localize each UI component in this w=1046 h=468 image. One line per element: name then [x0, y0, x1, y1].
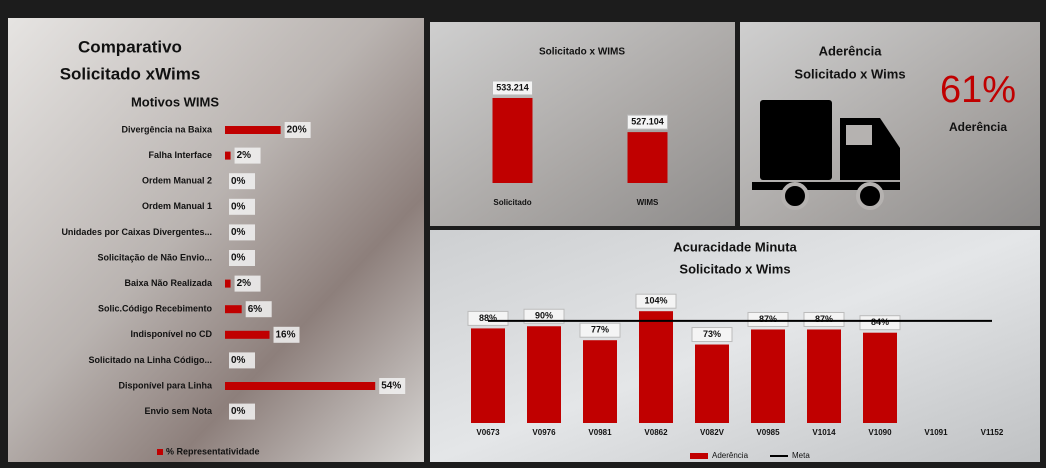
data-label: 104% [644, 296, 667, 306]
y-tick-label: Disponível para Linha [118, 380, 213, 390]
y-tick-label: Falha Interface [148, 150, 212, 160]
bar [639, 311, 673, 423]
bar [695, 345, 729, 423]
bar [863, 333, 897, 423]
bar [225, 280, 231, 288]
legend-label: Meta [792, 451, 810, 460]
chart-title: Acuracidade Minuta [673, 239, 797, 254]
data-label: 73% [703, 329, 721, 339]
data-label: 0% [231, 355, 246, 366]
bar [225, 382, 375, 390]
bar [527, 326, 561, 423]
dashboard: Aderência Solicitado x Wims 61% Aderênci… [0, 0, 1046, 468]
legend-label: % Representatividade [166, 446, 260, 456]
x-tick-label: V1090 [868, 428, 892, 437]
y-tick-label: Divergência na Baixa [121, 124, 213, 134]
bar [225, 152, 231, 160]
bar [751, 329, 785, 423]
data-label: 54% [381, 381, 401, 392]
x-tick-label: V1152 [981, 428, 1004, 437]
y-tick-label: Ordem Manual 1 [142, 201, 212, 211]
x-tick-label: V0981 [588, 428, 612, 437]
kpi-title: Solicitado x Wims [794, 66, 905, 81]
x-tick-label: Solicitado [493, 198, 531, 207]
bar [471, 328, 505, 423]
y-tick-label: Ordem Manual 2 [142, 176, 212, 186]
y-tick-label: Envio sem Nota [144, 406, 213, 416]
y-tick-label: Baixa Não Realizada [124, 278, 213, 288]
chart-title: Solicitado x Wims [679, 261, 790, 276]
chart-title: Solicitado xWims [60, 64, 201, 83]
kpi-value: 61% [940, 69, 1016, 111]
y-tick-label: Indisponível no CD [130, 329, 212, 339]
legend-swatch [690, 453, 708, 459]
kpi-label: Aderência [949, 120, 1007, 134]
data-label: 2% [237, 278, 252, 289]
data-label: 0% [231, 201, 246, 212]
data-label: 0% [231, 253, 246, 264]
x-tick-label: V1091 [924, 428, 948, 437]
data-label: 87% [759, 314, 777, 324]
chart-title: Solicitado x WIMS [539, 47, 625, 58]
data-label: 0% [231, 406, 246, 417]
data-label: 533.214 [496, 82, 529, 92]
x-tick-label: V0985 [756, 428, 780, 437]
kpi-title: Aderência [819, 43, 883, 58]
data-label: 527.104 [631, 116, 664, 126]
chart-title: Comparativo [78, 37, 182, 56]
x-tick-label: V0862 [644, 428, 668, 437]
data-label: 87% [815, 314, 833, 324]
y-tick-label: Unidades por Caixas Divergentes... [61, 227, 212, 237]
legend-label: Aderência [712, 451, 749, 460]
data-label: 0% [231, 227, 246, 238]
panel-left [8, 18, 424, 462]
data-label: 16% [276, 329, 296, 340]
x-tick-label: V0976 [532, 428, 556, 437]
bar [225, 126, 281, 134]
data-label: 0% [231, 176, 246, 187]
bar [628, 132, 668, 183]
y-tick-label: Solicitado na Linha Código... [89, 355, 213, 365]
x-tick-label: V1014 [812, 428, 836, 437]
bar [583, 340, 617, 423]
bar [493, 98, 533, 183]
data-label: 20% [287, 125, 307, 136]
chart-subtitle: Motivos WIMS [131, 94, 219, 109]
y-tick-label: Solic.Código Recebimento [98, 304, 213, 314]
y-tick-label: Solicitação de Não Envio... [97, 252, 212, 262]
x-tick-label: V0673 [476, 428, 500, 437]
page: Aderência Solicitado x Wims 61% Aderênci… [0, 0, 1046, 468]
data-label: 90% [535, 311, 553, 321]
data-label: 84% [871, 317, 889, 327]
data-label: 2% [237, 150, 252, 161]
x-tick-label: WIMS [637, 198, 659, 207]
data-label: 6% [248, 304, 263, 315]
bar [807, 329, 841, 423]
bar [225, 331, 270, 339]
bar [225, 305, 242, 313]
data-label: 77% [591, 325, 609, 335]
legend-swatch [157, 449, 163, 455]
x-tick-label: V082V [700, 428, 725, 437]
